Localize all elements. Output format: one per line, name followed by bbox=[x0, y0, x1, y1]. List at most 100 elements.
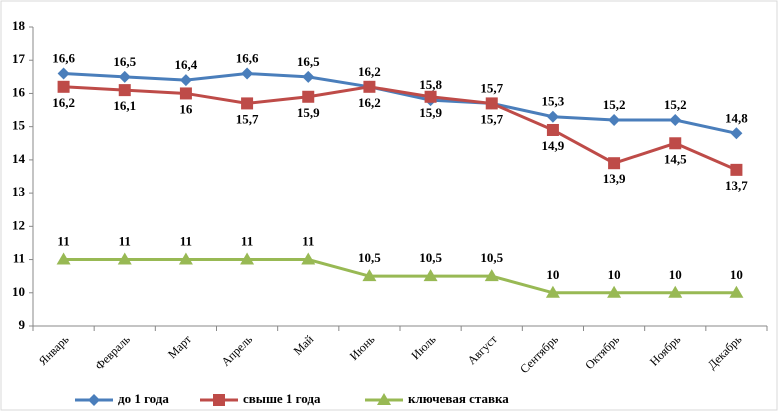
data-label: 11 bbox=[302, 234, 314, 249]
series-line bbox=[63, 85, 738, 172]
data-label: 15,2 bbox=[603, 97, 626, 112]
x-tick-label: Август bbox=[465, 332, 501, 368]
marker bbox=[546, 110, 559, 123]
marker bbox=[729, 285, 744, 298]
data-label: 15,8 bbox=[419, 77, 442, 92]
marker bbox=[57, 80, 70, 93]
data-label: 16,2 bbox=[358, 64, 381, 79]
marker bbox=[377, 393, 391, 405]
x-tick-label: Май bbox=[291, 332, 317, 358]
data-label: 10 bbox=[546, 267, 559, 282]
marker bbox=[669, 114, 682, 127]
data-label: 16,5 bbox=[113, 54, 136, 69]
data-label: 11 bbox=[180, 234, 192, 249]
marker bbox=[730, 127, 743, 140]
data-label: 16 bbox=[179, 101, 193, 116]
data-label: 16,2 bbox=[52, 95, 75, 110]
marker bbox=[179, 87, 192, 100]
marker bbox=[423, 269, 438, 282]
marker bbox=[485, 97, 498, 110]
data-label: 14,5 bbox=[664, 151, 687, 166]
marker bbox=[213, 394, 225, 406]
marker bbox=[730, 163, 743, 176]
marker bbox=[302, 90, 315, 103]
data-label: 16,4 bbox=[175, 57, 198, 72]
marker bbox=[608, 157, 621, 170]
marker bbox=[362, 269, 377, 282]
data-label: 10,5 bbox=[419, 250, 442, 265]
marker bbox=[608, 114, 621, 127]
legend-label: ключевая ставка bbox=[408, 391, 509, 406]
x-tick-label: Январь bbox=[36, 332, 72, 368]
marker bbox=[179, 74, 192, 87]
y-tick-label: 16 bbox=[12, 84, 26, 99]
marker bbox=[117, 252, 132, 265]
marker bbox=[484, 269, 499, 282]
y-tick-label: 13 bbox=[12, 184, 26, 199]
data-label: 11 bbox=[119, 234, 131, 249]
data-label: 11 bbox=[57, 234, 69, 249]
y-tick-label: 12 bbox=[12, 217, 25, 232]
x-tick-label: Февраль bbox=[92, 332, 133, 373]
y-tick-label: 17 bbox=[12, 51, 26, 66]
data-label: 16,6 bbox=[52, 50, 75, 65]
data-label: 15,7 bbox=[236, 111, 259, 126]
data-label: 15,7 bbox=[480, 111, 503, 126]
marker bbox=[56, 252, 71, 265]
marker bbox=[546, 123, 559, 136]
data-label: 10 bbox=[669, 267, 682, 282]
marker bbox=[57, 67, 70, 80]
data-label: 10 bbox=[608, 267, 621, 282]
x-tick-label: Октябрь bbox=[582, 332, 622, 372]
data-label: 11 bbox=[241, 234, 253, 249]
marker bbox=[88, 394, 100, 406]
y-tick-label: 9 bbox=[19, 317, 26, 332]
marker bbox=[363, 80, 376, 93]
marker bbox=[668, 285, 683, 298]
legend-label: свыше 1 года bbox=[243, 391, 321, 406]
x-tick-label: Декабрь bbox=[705, 332, 745, 372]
marker bbox=[424, 90, 437, 103]
marker bbox=[301, 252, 316, 265]
x-tick-label: Июль bbox=[408, 332, 439, 363]
marker bbox=[118, 70, 131, 83]
series-line bbox=[63, 258, 737, 295]
y-tick-label: 15 bbox=[12, 118, 26, 133]
data-label: 15,3 bbox=[542, 94, 565, 109]
data-label: 15,2 bbox=[664, 97, 687, 112]
marker bbox=[178, 252, 193, 265]
marker bbox=[241, 67, 254, 80]
marker bbox=[118, 84, 131, 97]
data-label: 15,9 bbox=[297, 105, 320, 120]
marker bbox=[302, 70, 315, 83]
data-label: 10,5 bbox=[358, 250, 381, 265]
x-tick-label: Март bbox=[165, 332, 195, 362]
data-label: 16,6 bbox=[236, 50, 259, 65]
legend-label: до 1 года bbox=[118, 391, 169, 406]
y-tick-label: 18 bbox=[12, 18, 26, 33]
y-tick-label: 10 bbox=[12, 284, 25, 299]
marker bbox=[607, 285, 622, 298]
marker bbox=[545, 285, 560, 298]
data-label: 15,9 bbox=[419, 105, 442, 120]
data-label: 15,7 bbox=[480, 80, 503, 95]
marker bbox=[669, 137, 682, 150]
data-label: 13,7 bbox=[725, 178, 748, 193]
x-tick-label: Апрель bbox=[218, 332, 255, 369]
x-tick-label: Сентябрь bbox=[517, 332, 561, 376]
x-tick-label: Ноябрь bbox=[647, 332, 684, 369]
marker bbox=[241, 97, 254, 110]
marker bbox=[240, 252, 255, 265]
data-label: 14,9 bbox=[542, 138, 565, 153]
x-tick-label: Июнь bbox=[347, 332, 378, 363]
data-label: 16,1 bbox=[113, 98, 136, 113]
data-label: 16,2 bbox=[358, 95, 381, 110]
data-label: 14,8 bbox=[725, 110, 748, 125]
series-line bbox=[63, 72, 737, 135]
y-tick-label: 14 bbox=[12, 151, 26, 166]
data-label: 16,5 bbox=[297, 54, 320, 69]
data-label: 10 bbox=[730, 267, 743, 282]
y-tick-label: 11 bbox=[13, 251, 25, 266]
data-label: 10,5 bbox=[480, 250, 503, 265]
